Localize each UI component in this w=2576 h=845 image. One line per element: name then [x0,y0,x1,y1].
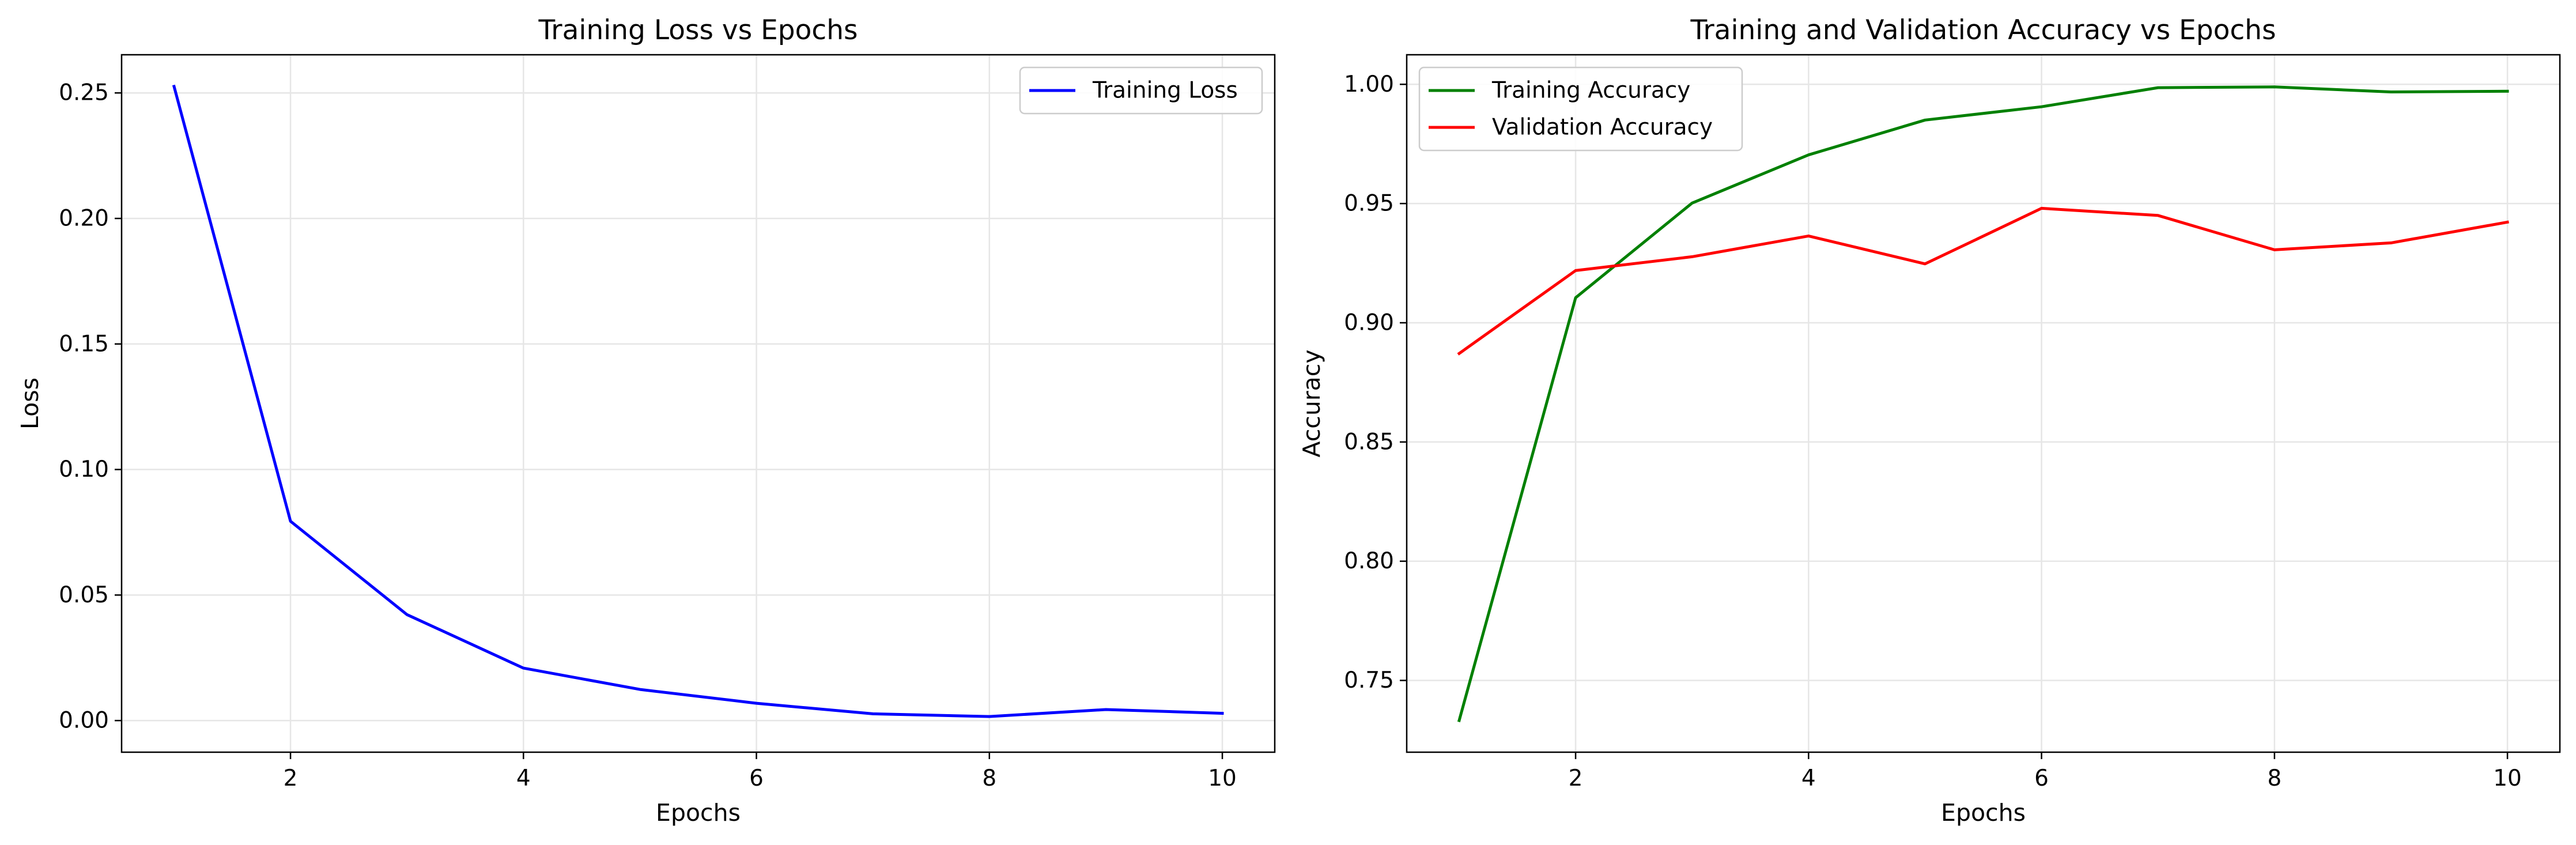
x-tick-label: 4 [1801,765,1816,791]
y-tick-label: 0.95 [1344,191,1394,217]
x-axis-label: Epochs [656,799,741,827]
chart-title: Training and Validation Accuracy vs Epoc… [1690,14,2276,46]
y-tick-label: 0.90 [1344,310,1394,335]
legend-label: Training Loss [1092,78,1238,104]
legend: Training Accuracy Validation Accuracy [1418,66,1743,152]
series-line-1 [172,84,1224,718]
y-axis-label: Accuracy [1298,349,1325,457]
y-tick-label: 0.75 [1344,667,1394,693]
legend-box [1019,66,1263,115]
chart-2: 2 4 6 8 10 0.75 0.80 0.85 0.90 0.95 1.00 Training a… [1298,14,2561,827]
chart-title: Training Loss vs Epochs [538,14,858,46]
y-tick-label: 0.10 [59,457,109,482]
chart-1: 2 4 6 8 10 0.00 0.05 0.10 0.15 0.20 0.25 Training L… [16,14,1276,827]
x-tick-label: 2 [1569,765,1583,791]
legend-label: Training Accuracy [1491,78,1690,104]
x-tick-label: 8 [2267,765,2282,791]
y-tick-label: 0.20 [59,205,109,231]
legend-box [1418,66,1743,152]
x-tick-label: 10 [1208,765,1237,791]
y-tick-label: 0.00 [59,708,109,734]
x-axis-label: Epochs [1941,799,2026,827]
series-line-1 [1457,85,2509,723]
x-tick-label: 8 [982,765,996,791]
y-tick-label: 0.15 [59,331,109,357]
y-tick-label: 0.85 [1344,429,1394,455]
legend-label: Validation Accuracy [1492,115,1713,141]
y-tick-label: 0.25 [59,80,109,106]
series-line-2 [1457,206,2509,356]
y-tick-label: 1.00 [1344,71,1394,97]
x-tick-label: 2 [284,765,298,791]
x-tick-label: 10 [2493,765,2522,791]
y-tick-label: 0.80 [1344,548,1394,574]
y-axis-label: Loss [16,378,44,429]
plot-frame [1406,54,2561,753]
plot-frame [120,54,1276,753]
y-tick-label: 0.05 [59,582,109,608]
x-tick-label: 6 [749,765,764,791]
x-tick-label: 6 [2034,765,2049,791]
legend: Training Loss [1019,66,1263,115]
x-tick-label: 4 [516,765,531,791]
